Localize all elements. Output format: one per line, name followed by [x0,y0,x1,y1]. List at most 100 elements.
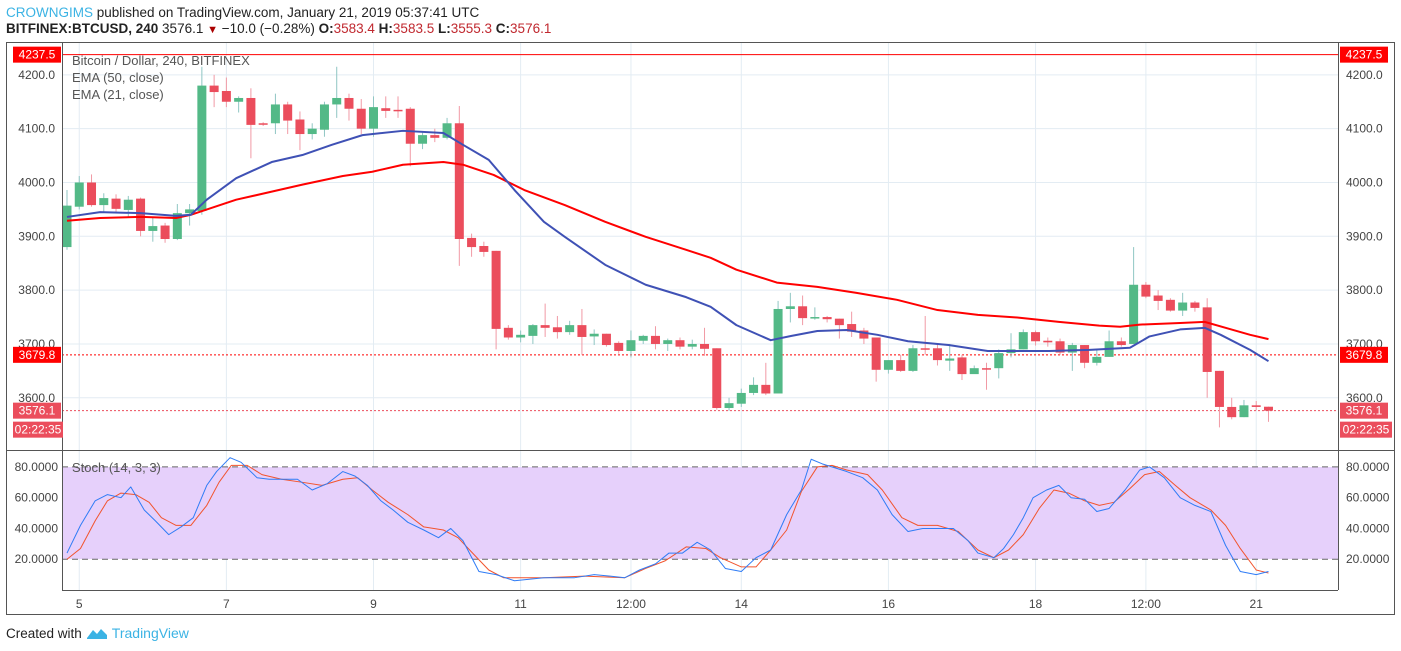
candle-body [675,340,685,347]
candle-body [552,327,562,333]
candle [528,324,538,344]
price-tag-left: 3576.1 [19,404,56,418]
candle [1165,298,1175,312]
candle-body [454,123,464,240]
candle-body [246,97,256,125]
candle-body [160,225,170,240]
candle-body [430,135,440,138]
publish-text: published on TradingView.com, January 21… [96,5,480,20]
candle-body [1178,302,1188,311]
candle [1080,345,1090,369]
publish-info: CROWNGIMS published on TradingView.com, … [6,5,479,20]
close-value: 3576.1 [510,21,552,36]
stoch-tick-label-left: 60.0000 [15,491,59,505]
candle-body [295,119,305,135]
low-label: L: [437,21,451,36]
candle [1251,401,1261,411]
candle [945,343,955,371]
candle-body [736,392,746,404]
candle [798,295,808,326]
y-tick-label-right: 3900.0 [1346,229,1383,243]
stoch-d-line [66,464,1269,579]
candle-body [369,107,378,129]
candle-body [761,384,771,394]
candle-body [994,353,1004,369]
candle-body [700,343,710,349]
candle-body [221,90,231,102]
candle-body [503,327,513,338]
axis-ticks: 5 7 9 11 12:00 14 16 18 12:00 21 4200.0 4200.0 4100.… [15,68,1390,611]
candle-body [381,108,391,111]
candle-body [87,182,97,206]
price-tag-right: 3679.8 [1346,348,1383,362]
candle-body [1043,340,1053,343]
y-tick-label-left: 4100.0 [18,122,55,136]
candle [1055,338,1065,355]
candle [1104,330,1114,357]
candle-body [969,368,979,375]
tradingview-link[interactable]: TradingView [111,625,189,641]
candle-body [111,198,121,209]
candle [957,354,967,381]
candle [859,327,869,344]
candle [908,345,918,372]
candle-body [859,330,869,339]
candle [172,204,182,241]
candle-body [62,205,72,248]
candle [356,99,366,135]
candle-body [565,325,575,333]
candle-body [1141,284,1151,297]
candle [87,174,97,207]
candle [405,107,415,167]
candle-body [982,368,991,370]
candle-body [896,360,906,371]
countdown-tag-right: 02:22:35 [1343,423,1390,437]
candle [369,96,378,137]
candle [847,311,857,337]
price-tags: 4237.5 4237.5 3679.8 3679.8 3576.1 3576.1 02:2… [13,46,1392,438]
candle [540,303,550,337]
candle [381,96,391,118]
candle-body [1080,345,1090,363]
candle-body [332,97,342,105]
candle [1214,370,1224,428]
candle-body [1031,332,1041,342]
candle-body [883,360,893,370]
candle [736,388,746,407]
candle-body [1092,356,1102,363]
candle [700,327,710,356]
candle [1006,333,1016,358]
candle-body [1116,341,1126,346]
price-tag-right-bg [1340,346,1388,363]
candle-body [638,335,648,341]
candle-body [1129,284,1139,344]
candle-body [1018,332,1028,350]
candle-body [1165,299,1175,311]
price-tag-right-bg [1340,46,1388,63]
candle-body [1153,295,1163,301]
candle [1031,330,1041,346]
indicator-lines [66,129,1270,582]
axes [6,42,1395,615]
candle-body [319,104,329,130]
candle-body [577,325,587,337]
candle [197,66,207,215]
author-link[interactable]: CROWNGIMS [6,5,93,20]
candle-body [724,403,734,409]
candle-body [601,333,611,346]
candle [785,292,795,323]
symbol-info: BITFINEX:BTCUSD, 240 3576.1 ▼ −10.0 (−0.… [6,21,551,36]
legend-ema21: EMA (21, close) [72,87,164,102]
y-tick-label-right: 4000.0 [1346,175,1383,189]
y-tick-label-right: 3600.0 [1346,391,1383,405]
candle-body [773,308,783,394]
candle [675,337,685,350]
candle [1227,397,1237,420]
candle-body [516,334,526,338]
x-tick-label: 5 [76,597,83,611]
stoch-k-line [66,457,1269,582]
candle [614,341,624,354]
candle-body [749,384,759,393]
stoch-tick-label-right: 20.0000 [1346,552,1390,566]
